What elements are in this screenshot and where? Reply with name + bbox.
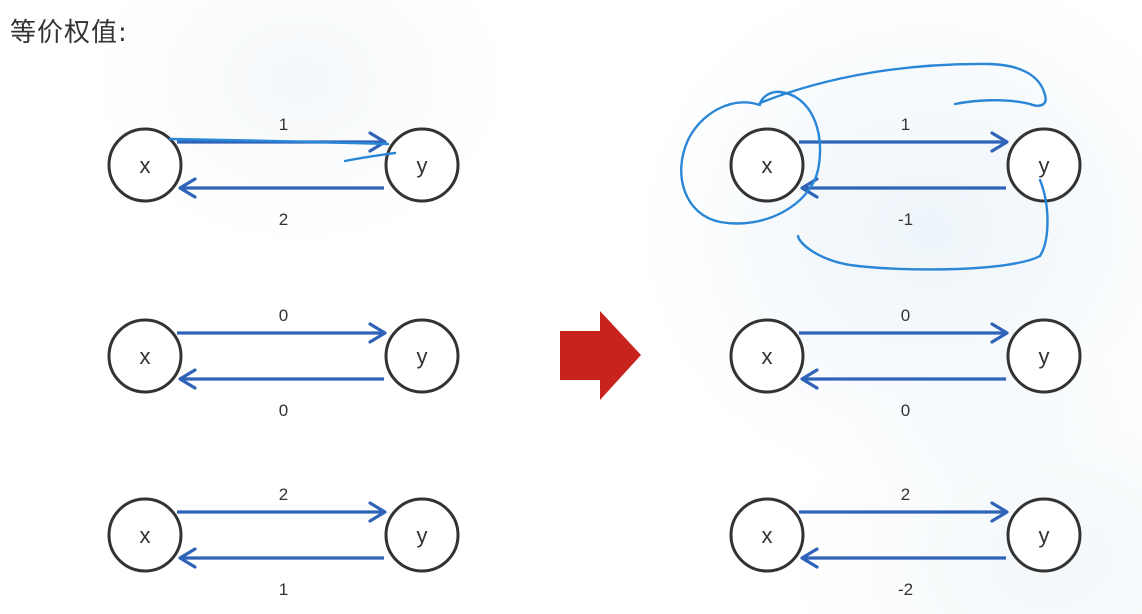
right-arrow-icon	[560, 311, 641, 400]
backward-weight-label: 2	[279, 210, 288, 229]
node-x-label: x	[140, 153, 151, 178]
node-y	[384, 497, 460, 573]
node-y	[384, 318, 460, 394]
node-x-label: x	[762, 153, 773, 178]
backward-weight-label: 1	[279, 580, 288, 599]
backward-arrowhead	[800, 177, 819, 199]
node-x-label: x	[140, 344, 151, 369]
page-title: 等价权值:	[10, 18, 128, 48]
node-x	[729, 318, 805, 394]
node-x	[107, 127, 183, 203]
handwritten-stroke	[168, 137, 390, 146]
left-pair-1: x y 1 2	[107, 115, 460, 229]
forward-arrowhead	[990, 501, 1009, 523]
node-y-label: y	[417, 523, 428, 548]
pairs-layer: x y 1 2 x y 0 0 x y 2 1 x y 1 -1 x y 0 0 x y 2 -2	[107, 115, 1082, 599]
handwritten-arc	[796, 178, 1049, 271]
forward-arrowhead	[368, 501, 387, 523]
forward-weight-label: 0	[901, 306, 910, 325]
forward-weight-label: 1	[901, 115, 910, 134]
forward-weight-label: 0	[279, 306, 288, 325]
right-pair-1: x y 1 -1	[729, 115, 1082, 229]
node-x-label: x	[762, 344, 773, 369]
backward-arrowhead	[800, 547, 819, 569]
node-y-label: y	[1039, 344, 1050, 369]
handwritten-loop	[680, 90, 822, 225]
backward-weight-label: 0	[901, 401, 910, 420]
right-pair-3: x y 2 -2	[729, 485, 1082, 599]
forward-weight-label: 1	[279, 115, 288, 134]
node-x	[107, 318, 183, 394]
forward-weight-label: 2	[901, 485, 910, 504]
handwritten-stroke	[343, 151, 397, 163]
node-x	[107, 497, 183, 573]
node-y	[1006, 318, 1082, 394]
node-x-label: x	[762, 523, 773, 548]
node-y-label: y	[417, 153, 428, 178]
node-y-label: y	[1039, 153, 1050, 178]
forward-arrowhead	[368, 131, 387, 153]
backward-weight-label: 0	[279, 401, 288, 420]
right-pair-2: x y 0 0	[729, 306, 1082, 420]
forward-weight-label: 2	[279, 485, 288, 504]
node-y	[1006, 127, 1082, 203]
node-x	[729, 127, 805, 203]
node-y	[384, 127, 460, 203]
left-pair-2: x y 0 0	[107, 306, 460, 420]
forward-arrowhead	[990, 322, 1009, 344]
node-x	[729, 497, 805, 573]
node-y-label: y	[417, 344, 428, 369]
handwritten-arc	[758, 62, 1047, 107]
backward-arrowhead	[178, 547, 197, 569]
backward-arrowhead	[800, 368, 819, 390]
left-pair-3: x y 2 1	[107, 485, 460, 599]
backward-weight-label: -2	[898, 580, 913, 599]
node-x-label: x	[140, 523, 151, 548]
backward-arrowhead	[178, 177, 197, 199]
node-y	[1006, 497, 1082, 573]
backward-arrowhead	[178, 368, 197, 390]
forward-arrowhead	[368, 322, 387, 344]
node-y-label: y	[1039, 523, 1050, 548]
forward-arrowhead	[990, 131, 1009, 153]
backward-weight-label: -1	[898, 210, 913, 229]
